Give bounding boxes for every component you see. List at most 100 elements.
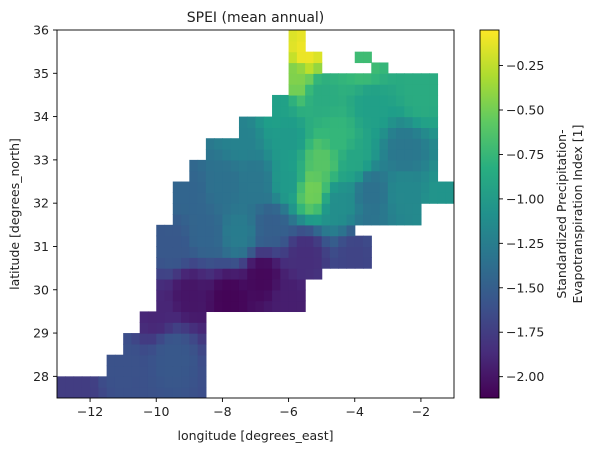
heatmap-cell (238, 127, 248, 139)
heatmap-cell (263, 181, 273, 193)
heatmap-cell (280, 181, 290, 193)
heatmap-cell (296, 268, 306, 280)
heatmap-cell (396, 159, 405, 172)
heatmap-cell (181, 181, 190, 193)
heatmap-cell (280, 257, 290, 269)
colorbar-tick-label: −0.25 (506, 58, 544, 73)
heatmap-cell (321, 235, 331, 248)
heatmap-cell (338, 257, 348, 269)
heatmap-cell (429, 73, 439, 85)
heatmap-cell (263, 224, 273, 237)
heatmap-cell (57, 376, 66, 388)
heatmap-cell (354, 246, 364, 258)
heatmap-cell (321, 257, 331, 269)
heatmap-cell (255, 159, 265, 172)
heatmap-cell (280, 278, 290, 291)
heatmap-cell (420, 159, 430, 172)
y-tick-label: 33 (33, 152, 49, 167)
x-axis: −12 −10 −8 −6 −4 −2 (77, 398, 430, 419)
heatmap-cell (205, 192, 215, 204)
heatmap-cell (222, 300, 232, 313)
heatmap-cell (205, 246, 215, 258)
colorbar-tick-label: −0.75 (506, 147, 544, 162)
heatmap-cell (321, 138, 331, 150)
heatmap-cell (214, 138, 224, 150)
heatmap-cell (371, 138, 381, 150)
heatmap-cell (305, 51, 314, 64)
heatmap-cell (181, 333, 190, 345)
heatmap-cell (280, 105, 290, 118)
heatmap-cell (181, 235, 190, 248)
heatmap-cell (164, 387, 174, 398)
heatmap-cell (181, 311, 190, 323)
heatmap-cell (420, 94, 430, 107)
heatmap-cell (296, 30, 306, 42)
heatmap-cell (396, 127, 405, 139)
heatmap-cell (263, 289, 273, 302)
heatmap-cell (305, 192, 314, 204)
heatmap-cell (147, 376, 157, 388)
heatmap-cell (296, 40, 306, 53)
heatmap-cell (164, 246, 174, 258)
heatmap-cell (420, 149, 430, 161)
heatmap-cell (363, 214, 372, 226)
heatmap-cell (321, 181, 331, 193)
heatmap-cell (172, 257, 182, 269)
heatmap-cell (288, 51, 298, 64)
heatmap-cell (346, 181, 356, 193)
heatmap-cell (288, 116, 298, 129)
heatmap-cell (363, 257, 372, 269)
heatmap-cell (288, 289, 298, 302)
heatmap-cell (263, 170, 273, 183)
heatmap-cell (404, 181, 414, 193)
heatmap-cell (387, 84, 397, 96)
heatmap-cell (272, 170, 281, 183)
heatmap-cell (189, 268, 199, 280)
heatmap-cell (396, 170, 405, 183)
heatmap-cell (313, 94, 323, 107)
heatmap-cell (280, 300, 290, 313)
heatmap-cell (288, 84, 298, 96)
heatmap-cell (321, 203, 331, 215)
heatmap-cell (247, 214, 257, 226)
heatmap-cell (363, 181, 372, 193)
heatmap-cell (255, 246, 265, 258)
heatmap-cell (255, 268, 265, 280)
heatmap-cell (189, 343, 199, 356)
heatmap-cell (263, 116, 273, 129)
heatmap-cell (338, 105, 348, 118)
heatmap-cell (371, 62, 381, 74)
heatmap-cell (214, 300, 224, 313)
heatmap-cell (354, 257, 364, 269)
heatmap-cell (371, 73, 381, 85)
heatmap-cell (247, 246, 257, 258)
heatmap-cell (139, 376, 149, 388)
y-tick-label: 34 (33, 109, 49, 124)
heatmap-cell (263, 268, 273, 280)
heatmap-cell (255, 300, 265, 313)
heatmap-cell (296, 127, 306, 139)
heatmap-cell (214, 192, 224, 204)
heatmap-cell (272, 246, 281, 258)
heatmap-cell (255, 181, 265, 193)
heatmap-cell (263, 235, 273, 248)
heatmap-cell (181, 192, 190, 204)
heatmap-cell (396, 203, 405, 215)
heatmap-cell (114, 365, 124, 377)
heatmap-cell (420, 84, 430, 96)
heatmap-cell (189, 365, 199, 377)
heatmap-cell (305, 73, 314, 85)
heatmap-cell (404, 84, 414, 96)
heatmap-cell (181, 224, 190, 237)
heatmap-cell (90, 387, 99, 398)
heatmap-cell (197, 278, 207, 291)
heatmap-cell (131, 343, 141, 356)
heatmap-cell (247, 127, 257, 139)
heatmap-cell (272, 192, 281, 204)
heatmap-cell (313, 246, 323, 258)
heatmap-cell (98, 376, 108, 388)
heatmap-cell (263, 138, 273, 150)
heatmap-cell (205, 203, 215, 215)
heatmap-cell (172, 246, 182, 258)
heatmap-cell (346, 246, 356, 258)
